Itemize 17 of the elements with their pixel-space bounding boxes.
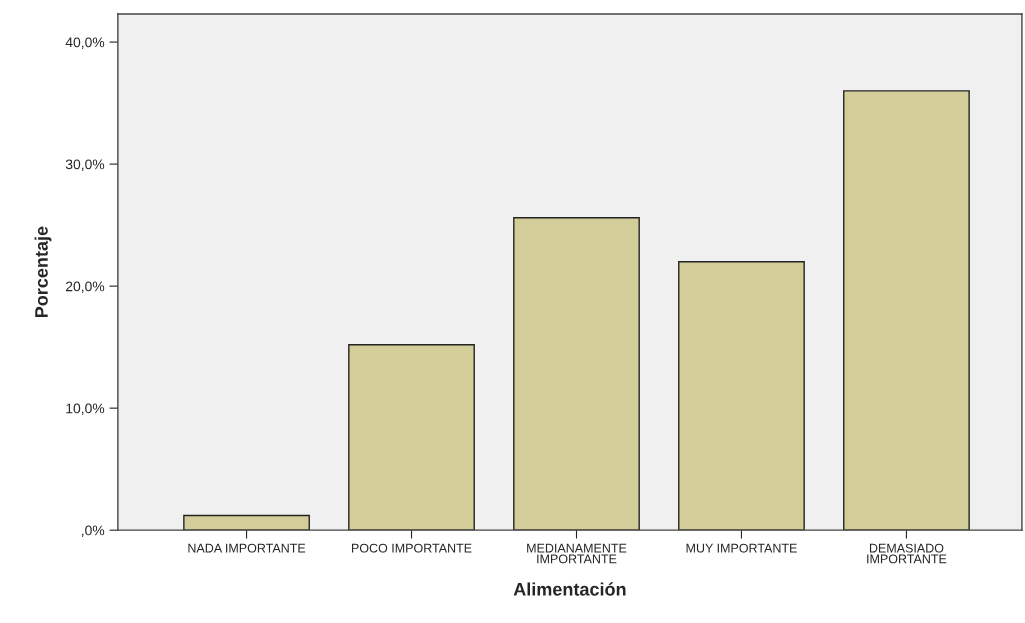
x-tick-label: DEMASIADO IMPORTANTE — [867, 543, 947, 564]
bar — [348, 344, 475, 531]
bar — [843, 90, 970, 531]
y-tick-label: 30,0% — [65, 159, 105, 171]
bar — [513, 217, 640, 531]
bar — [678, 261, 805, 531]
x-axis-title: Alimentación — [513, 582, 626, 596]
bar — [183, 514, 310, 531]
y-tick-label: ,0% — [82, 525, 105, 537]
y-tick-label: 40,0% — [65, 37, 105, 49]
x-tick-label: MUY IMPORTANTE — [686, 543, 797, 553]
x-tick-label: POCO IMPORTANTE — [352, 543, 472, 553]
x-tick-label: NADA IMPORTANTE — [188, 543, 306, 553]
y-axis-title: Porcentaje — [34, 226, 52, 318]
y-tick-label: 10,0% — [66, 403, 105, 415]
x-tick-label: MEDIANAMENTE IMPORTANTE — [527, 543, 627, 564]
y-tick-label: 20,0% — [66, 281, 105, 293]
